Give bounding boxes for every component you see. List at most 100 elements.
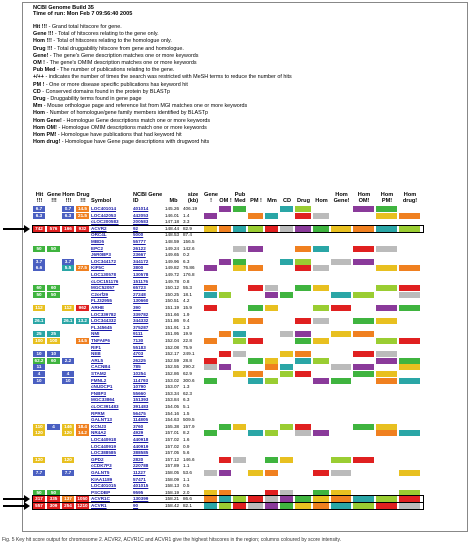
gene-id-link[interactable]: 785 [133, 364, 141, 370]
indicator-cell [399, 496, 420, 503]
gene-symbol-link[interactable]: LOC442053 [91, 212, 117, 218]
gene-id-link[interactable]: 65723 [133, 285, 146, 291]
gene-id-link[interactable]: 220788 [133, 463, 149, 469]
gene-symbol-link[interactable]: MGC52057 [91, 285, 115, 291]
gene-symbol-link[interactable]: MBD5 [91, 239, 105, 244]
gene-id-link[interactable]: 7130 [133, 338, 144, 343]
gene-symbol-link[interactable]: GALNT13 [91, 417, 112, 423]
gene-id-link[interactable]: 10790 [133, 384, 146, 390]
gene-symbol-link[interactable]: LOC344332 [91, 318, 117, 324]
gene-symbol-link[interactable]: ACVR2 [91, 225, 107, 231]
gene-id-link[interactable]: 442053 [133, 212, 149, 218]
gene-symbol-link[interactable]: cLOC200583 [91, 219, 119, 225]
gene-id-link[interactable]: 339782 [133, 311, 149, 317]
gene-id-link[interactable]: 92 [133, 225, 139, 231]
gene-id-link[interactable]: 55183 [133, 344, 146, 350]
score-cell [76, 437, 89, 443]
indicator-cell [353, 245, 374, 252]
gene-id-link[interactable]: 390 [133, 305, 141, 310]
score-cell [76, 345, 89, 351]
score-cell [62, 364, 74, 370]
gene-id-link[interactable]: 440919 [133, 443, 149, 449]
gene-symbol-link[interactable]: CACNB4 [91, 364, 111, 370]
gene-id-link[interactable]: 2820 [133, 456, 144, 462]
gene-symbol-link[interactable]: RIF1 [91, 344, 101, 350]
gene-symbol-link[interactable]: cCDK7P3 [91, 463, 112, 469]
gene-symbol-link[interactable]: NR4A2 [91, 430, 107, 436]
gene-symbol-link[interactable]: GPD2 [91, 456, 104, 462]
gene-id-link[interactable]: 90 [133, 503, 139, 508]
gene-id-link[interactable]: 391483 [133, 404, 149, 409]
gene-symbol-link[interactable]: FNBP3 [91, 390, 107, 396]
gene-id-link[interactable]: 130399 [133, 496, 149, 502]
gene-id-link[interactable]: 55660 [133, 390, 146, 396]
gene-symbol-link[interactable]: PSCDBP [91, 489, 111, 495]
gene-symbol-link[interactable]: NMI [91, 331, 100, 337]
gene-symbol-link[interactable]: FLJ45645 [91, 324, 112, 330]
gene-symbol-link[interactable]: cLOC391483 [91, 404, 119, 409]
gene-id-link[interactable]: 3800 [133, 265, 144, 271]
gene-symbol-link[interactable]: ARHE [91, 305, 105, 310]
gene-id-link[interactable]: 55777 [133, 239, 146, 244]
gene-symbol-link[interactable]: TNFAIP6 [91, 338, 110, 343]
gene-id-link[interactable]: 114793 [133, 377, 149, 383]
gene-id-link[interactable]: 344172 [133, 258, 149, 264]
gene-id-link[interactable]: 401014 [133, 206, 149, 211]
gene-symbol-link[interactable]: EPC2 [91, 245, 104, 251]
gene-id-link[interactable]: 11227 [133, 470, 146, 475]
gene-symbol-link[interactable]: STAM2 [91, 371, 107, 376]
gene-symbol-link[interactable]: FMNL2 [91, 377, 107, 383]
gene-symbol-link[interactable]: LOC388585 [91, 450, 117, 456]
gene-id-link[interactable]: 344332 [133, 318, 149, 324]
gene-id-link[interactable]: 5000 [133, 232, 144, 238]
gene-symbol-link[interactable]: KIF5C [91, 265, 105, 271]
gene-id-link[interactable]: 56475 [133, 410, 146, 416]
gene-id-link[interactable]: 23667 [133, 252, 146, 258]
gene-id-link[interactable]: 26225 [133, 357, 146, 363]
gene-symbol-link[interactable]: NEB [91, 351, 101, 357]
gene-id-link[interactable]: 9111 [133, 331, 143, 337]
gene-id-link[interactable]: 4929 [133, 430, 144, 436]
gene-id-link[interactable]: 375287 [133, 324, 149, 330]
gene-id-link[interactable]: 388585 [133, 450, 149, 456]
build-label: NCBI Genome Build 35 [33, 5, 94, 11]
gene-symbol-link[interactable]: LOC440918 [91, 437, 117, 442]
gene-symbol-link[interactable]: cNUDCP1 [91, 384, 113, 390]
gene-id-link[interactable]: 200583 [133, 219, 149, 225]
gene-symbol-link[interactable]: J6R0BP3 [91, 252, 111, 258]
gene-id-link[interactable]: 440918 [133, 437, 149, 442]
gene-id-link[interactable]: 130578 [133, 272, 149, 277]
indicator-cell [219, 206, 231, 212]
gene-symbol-link[interactable]: LOC130578 [91, 272, 117, 277]
mb-value: 157.89 [165, 463, 180, 469]
gene-id-link[interactable]: 4703 [133, 351, 144, 357]
gene-symbol-link[interactable]: ACVR1C [91, 496, 110, 502]
gene-id-link[interactable]: 401015 [133, 483, 149, 489]
gene-symbol-link[interactable]: MGC33864 [91, 397, 115, 403]
gene-symbol-link[interactable]: ARL5 [91, 357, 103, 363]
gene-symbol-link[interactable]: ACVR1 [91, 503, 107, 508]
gene-id-link[interactable]: 151176 [133, 278, 149, 284]
gene-id-link[interactable]: 27248 [133, 291, 146, 297]
gene-id-link[interactable]: 10254 [133, 371, 146, 376]
gene-symbol-link[interactable]: RPRM [91, 410, 105, 416]
gene-id-link[interactable]: 151393 [133, 397, 149, 403]
gene-id-link[interactable]: 57471 [133, 476, 146, 482]
gene-symbol-link[interactable]: GALNT5 [91, 470, 110, 475]
gene-symbol-link[interactable]: LOC401015 [91, 483, 117, 489]
gene-id-link[interactable]: 114805 [133, 417, 149, 423]
gene-symbol-link[interactable]: ORC4L [91, 232, 107, 238]
gene-symbol-link[interactable]: KIAA1189 [91, 476, 113, 482]
gene-symbol-link[interactable]: FLJ32955 [91, 298, 112, 304]
gene-symbol-link[interactable]: LOC344172 [91, 258, 117, 264]
gene-symbol-link[interactable]: LOC339782 [91, 311, 117, 317]
gene-symbol-link[interactable]: C2orf29 [91, 291, 109, 297]
gene-symbol-link[interactable]: cLOC151176 [91, 278, 119, 284]
gene-id-link[interactable]: 26122 [133, 245, 146, 251]
gene-symbol-link[interactable]: KCNJ3 [91, 423, 107, 429]
gene-id-link[interactable]: 9595 [133, 489, 144, 495]
gene-symbol-link[interactable]: LOC440919 [91, 443, 117, 449]
gene-symbol-link[interactable]: LOC401014 [91, 206, 117, 211]
gene-id-link[interactable]: 3760 [133, 423, 144, 429]
gene-id-link[interactable]: 130660 [133, 298, 149, 304]
